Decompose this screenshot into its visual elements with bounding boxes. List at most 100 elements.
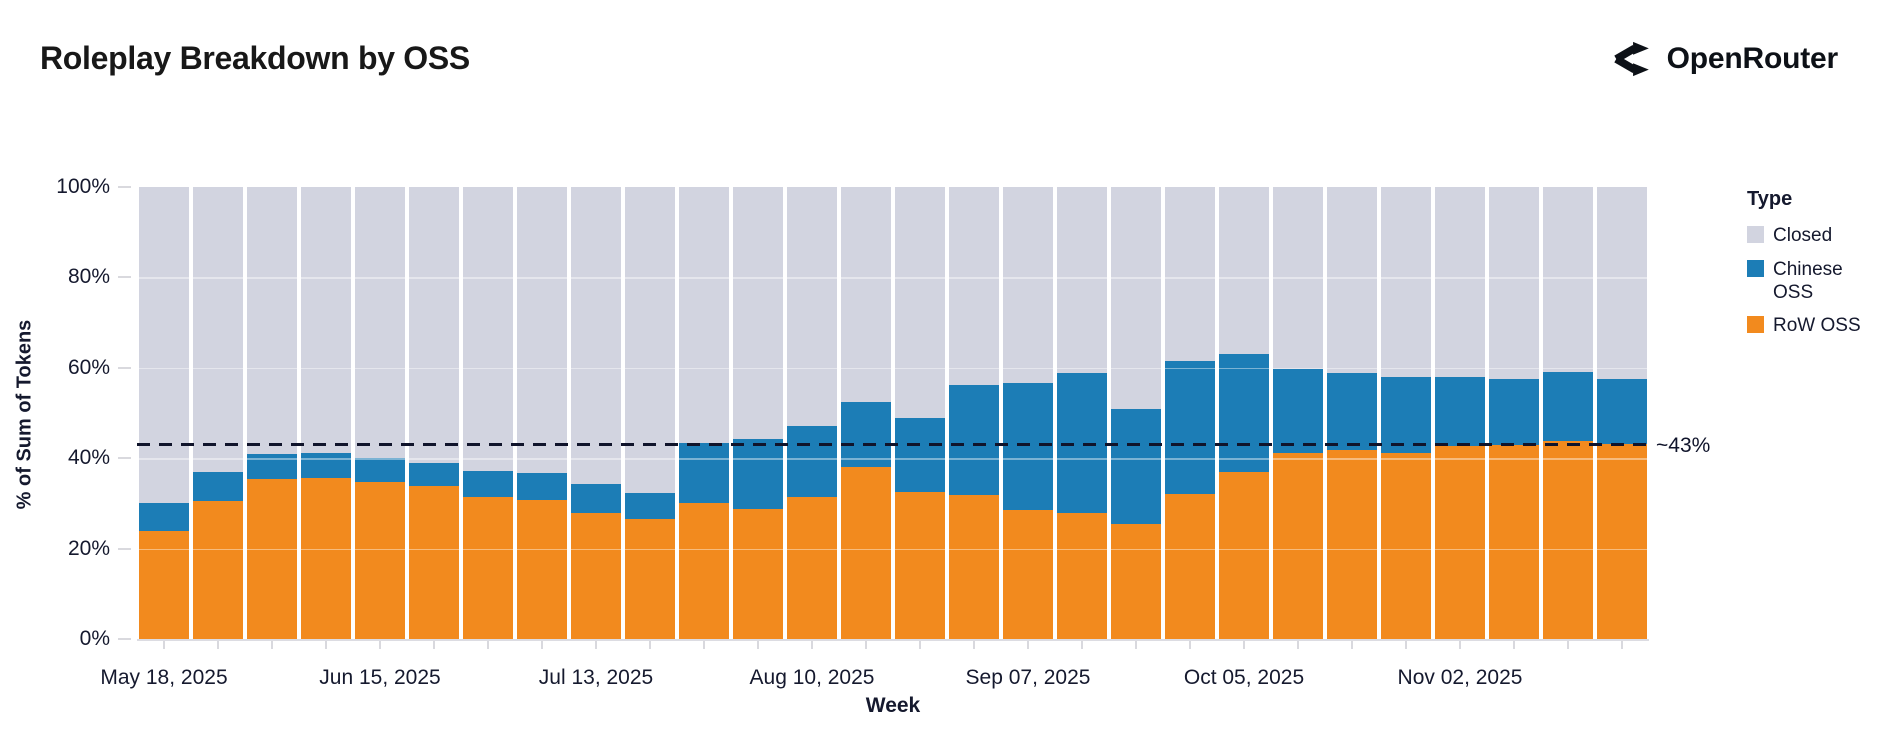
bar-segment-closed[interactable] — [1165, 187, 1215, 361]
bar-segment-row-oss[interactable] — [1273, 453, 1323, 639]
bar-segment-row-oss[interactable] — [1003, 510, 1053, 639]
bar-segment-chinese-oss[interactable] — [1597, 379, 1647, 445]
bar-segment-closed[interactable] — [1219, 187, 1269, 355]
bar-segment-chinese-oss[interactable] — [733, 439, 783, 510]
legend-item-chinese-oss[interactable]: Chinese OSS — [1747, 259, 1869, 305]
bar-segment-closed[interactable] — [679, 187, 729, 444]
bar-segment-chinese-oss[interactable] — [1111, 408, 1161, 525]
bar-Jun 15, 2025[interactable] — [355, 187, 405, 639]
bar-segment-row-oss[interactable] — [1165, 493, 1215, 639]
bar-segment-closed[interactable] — [787, 187, 837, 426]
bar-segment-chinese-oss[interactable] — [895, 417, 945, 492]
bar-segment-chinese-oss[interactable] — [409, 462, 459, 486]
bar-segment-chinese-oss[interactable] — [1543, 371, 1593, 442]
bar-segment-row-oss[interactable] — [193, 500, 243, 639]
bar-segment-chinese-oss[interactable] — [571, 484, 621, 514]
bar-Oct 12, 2025[interactable] — [1273, 187, 1323, 639]
bar-segment-chinese-oss[interactable] — [1219, 354, 1269, 473]
bar-segment-chinese-oss[interactable] — [1327, 373, 1377, 451]
bar-Jul 13, 2025[interactable] — [571, 187, 621, 639]
bar-segment-row-oss[interactable] — [517, 499, 567, 639]
brand[interactable]: OpenRouter — [1611, 38, 1838, 80]
bar-segment-chinese-oss[interactable] — [787, 425, 837, 497]
bar-segment-chinese-oss[interactable] — [247, 454, 297, 479]
bar-segment-row-oss[interactable] — [1219, 472, 1269, 639]
bar-segment-chinese-oss[interactable] — [139, 502, 189, 531]
bar-segment-closed[interactable] — [1489, 187, 1539, 380]
bar-segment-row-oss[interactable] — [571, 513, 621, 639]
bar-segment-closed[interactable] — [409, 187, 459, 463]
bar-segment-chinese-oss[interactable] — [841, 402, 891, 468]
bar-segment-row-oss[interactable] — [1597, 444, 1647, 639]
bar-segment-chinese-oss[interactable] — [355, 458, 405, 482]
bar-segment-chinese-oss[interactable] — [463, 470, 513, 497]
bar-segment-closed[interactable] — [1057, 187, 1107, 373]
bar-segment-closed[interactable] — [1273, 187, 1323, 370]
bar-segment-closed[interactable] — [517, 187, 567, 474]
bar-Oct 26, 2025[interactable] — [1381, 187, 1431, 639]
bar-segment-row-oss[interactable] — [463, 496, 513, 639]
bar-segment-closed[interactable] — [895, 187, 945, 418]
bar-segment-row-oss[interactable] — [895, 491, 945, 639]
bar-segment-closed[interactable] — [625, 187, 675, 494]
bar-Nov 02, 2025[interactable] — [1435, 187, 1485, 639]
bar-Aug 31, 2025[interactable] — [949, 187, 999, 639]
bar-segment-chinese-oss[interactable] — [679, 443, 729, 504]
bar-segment-closed[interactable] — [571, 187, 621, 485]
bar-segment-row-oss[interactable] — [1327, 450, 1377, 639]
bar-Oct 05, 2025[interactable] — [1219, 187, 1269, 639]
bar-segment-row-oss[interactable] — [1381, 453, 1431, 639]
bar-segment-row-oss[interactable] — [1489, 445, 1539, 639]
bar-segment-closed[interactable] — [139, 187, 189, 503]
bar-segment-row-oss[interactable] — [247, 478, 297, 639]
bar-segment-chinese-oss[interactable] — [949, 384, 999, 495]
bar-Jun 01, 2025[interactable] — [247, 187, 297, 639]
bar-segment-row-oss[interactable] — [1435, 446, 1485, 639]
bar-Aug 03, 2025[interactable] — [733, 187, 783, 639]
bar-Jun 08, 2025[interactable] — [301, 187, 351, 639]
bar-segment-row-oss[interactable] — [733, 509, 783, 639]
bar-segment-row-oss[interactable] — [409, 485, 459, 639]
bar-segment-closed[interactable] — [949, 187, 999, 385]
legend-item-row-oss[interactable]: RoW OSS — [1747, 315, 1869, 338]
bar-segment-closed[interactable] — [1111, 187, 1161, 409]
bar-Nov 16, 2025[interactable] — [1543, 187, 1593, 639]
bar-segment-chinese-oss[interactable] — [625, 493, 675, 520]
bar-Nov 23, 2025[interactable] — [1597, 187, 1647, 639]
bar-segment-row-oss[interactable] — [139, 530, 189, 639]
bar-segment-row-oss[interactable] — [841, 467, 891, 639]
bar-segment-chinese-oss[interactable] — [517, 473, 567, 500]
bar-segment-closed[interactable] — [355, 187, 405, 459]
bar-Sep 14, 2025[interactable] — [1057, 187, 1107, 639]
bar-segment-closed[interactable] — [463, 187, 513, 471]
bar-Aug 24, 2025[interactable] — [895, 187, 945, 639]
bar-May 25, 2025[interactable] — [193, 187, 243, 639]
bar-Jun 29, 2025[interactable] — [463, 187, 513, 639]
bar-segment-closed[interactable] — [1381, 187, 1431, 377]
bar-segment-closed[interactable] — [841, 187, 891, 403]
bar-segment-row-oss[interactable] — [355, 481, 405, 639]
bar-segment-closed[interactable] — [193, 187, 243, 473]
bar-segment-row-oss[interactable] — [1057, 513, 1107, 639]
bar-segment-chinese-oss[interactable] — [1489, 379, 1539, 446]
bar-segment-row-oss[interactable] — [949, 494, 999, 639]
bar-Aug 17, 2025[interactable] — [841, 187, 891, 639]
bar-segment-chinese-oss[interactable] — [1003, 382, 1053, 511]
bar-Jun 22, 2025[interactable] — [409, 187, 459, 639]
bar-segment-row-oss[interactable] — [679, 503, 729, 639]
bar-segment-row-oss[interactable] — [1543, 441, 1593, 639]
bar-Jul 27, 2025[interactable] — [679, 187, 729, 639]
bar-Nov 09, 2025[interactable] — [1489, 187, 1539, 639]
bar-segment-closed[interactable] — [301, 187, 351, 454]
bar-segment-chinese-oss[interactable] — [1381, 376, 1431, 454]
bar-Sep 07, 2025[interactable] — [1003, 187, 1053, 639]
bar-segment-row-oss[interactable] — [301, 477, 351, 639]
bar-Aug 10, 2025[interactable] — [787, 187, 837, 639]
bar-segment-closed[interactable] — [1327, 187, 1377, 374]
bar-Oct 19, 2025[interactable] — [1327, 187, 1377, 639]
bar-segment-closed[interactable] — [247, 187, 297, 455]
bar-segment-row-oss[interactable] — [625, 519, 675, 639]
bar-segment-row-oss[interactable] — [787, 496, 837, 639]
bar-Jul 06, 2025[interactable] — [517, 187, 567, 639]
bar-segment-closed[interactable] — [1435, 187, 1485, 377]
